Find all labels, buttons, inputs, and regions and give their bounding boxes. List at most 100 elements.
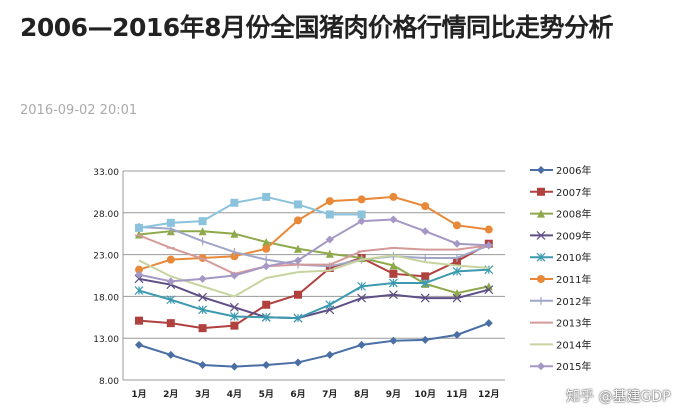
data-point <box>262 360 271 369</box>
x-tick-label: 9月 <box>386 389 401 400</box>
series-line <box>138 195 362 229</box>
data-point <box>198 274 207 283</box>
data-point <box>325 249 334 258</box>
data-point <box>135 340 143 349</box>
series-line <box>138 218 489 283</box>
legend-marker <box>536 252 546 262</box>
x-tick-label: 1月 <box>131 389 146 400</box>
data-point <box>293 313 303 323</box>
data-point <box>421 335 430 344</box>
legend-marker <box>536 230 546 240</box>
data-point <box>166 350 175 359</box>
x-tick-label: 3月 <box>195 389 210 400</box>
legend-label: 2015年 <box>556 360 591 373</box>
data-point <box>453 289 461 298</box>
data-point <box>198 305 208 315</box>
data-point <box>453 221 461 230</box>
data-point <box>357 217 366 226</box>
data-point <box>388 278 398 288</box>
data-point <box>484 225 493 234</box>
data-point <box>325 210 334 219</box>
publish-date: 2016-09-02 20:01 <box>20 103 138 118</box>
data-point <box>294 200 302 209</box>
data-point <box>262 300 271 309</box>
data-point <box>229 312 239 321</box>
data-point <box>166 255 175 264</box>
data-point <box>135 316 143 325</box>
data-point <box>421 202 430 211</box>
legend-label: 2011年 <box>556 273 591 286</box>
article-title: 2006—2016年8月份全国猪肉价格行情同比走势分析 <box>20 13 614 42</box>
series-line <box>138 277 490 320</box>
data-point <box>262 244 271 253</box>
x-tick-label: 8月 <box>354 389 369 400</box>
data-point <box>166 319 175 328</box>
series-line <box>138 230 490 295</box>
data-point <box>453 239 461 248</box>
x-tick-label: 10月 <box>414 389 436 400</box>
data-point <box>230 271 239 280</box>
legend-label: 2012年 <box>556 295 591 308</box>
data-point <box>325 235 334 244</box>
watermark: 知乎 @基建GDP <box>566 389 671 405</box>
data-point <box>357 195 366 204</box>
legend-label: 2007年 <box>556 186 591 199</box>
data-point <box>261 312 271 322</box>
data-point <box>388 290 398 300</box>
series-line <box>138 268 489 320</box>
data-point <box>294 358 302 367</box>
data-point <box>166 218 175 227</box>
data-point <box>198 324 207 333</box>
data-point <box>420 278 430 288</box>
data-point <box>198 227 207 236</box>
data-point <box>421 227 430 236</box>
data-point <box>198 292 208 302</box>
pork-price-chart: 8.00 13.00 18.00 23.00 28.00 33.00 1月 2月 3月 4月 5月 6… <box>93 150 680 419</box>
data-point <box>452 293 462 303</box>
chart-background <box>100 150 680 419</box>
legend-label: 2008年 <box>556 208 591 221</box>
data-point <box>325 350 334 359</box>
data-point <box>230 229 239 238</box>
data-point <box>452 266 462 276</box>
y-tick-label: 33.00 <box>93 168 119 178</box>
legend-label: 2014年 <box>556 338 591 351</box>
y-tick-label: 18.00 <box>93 293 119 303</box>
legend-label: 2006年 <box>556 164 591 177</box>
legend-marker <box>537 209 545 218</box>
data-point <box>166 277 175 286</box>
y-tick-label: 13.00 <box>93 335 119 345</box>
data-point <box>420 293 430 303</box>
x-tick-label: 5月 <box>259 389 274 400</box>
data-point <box>135 223 143 232</box>
legend-marker <box>537 187 545 196</box>
x-tick-label: 4月 <box>227 389 242 400</box>
data-point <box>357 340 366 349</box>
data-point <box>389 261 398 270</box>
data-point <box>262 262 271 271</box>
data-point <box>166 295 176 305</box>
legend-label: 2010年 <box>556 251 591 264</box>
data-point <box>389 269 398 278</box>
y-tick-label: 23.00 <box>93 252 119 262</box>
data-point <box>262 192 271 201</box>
legend-label: 2013年 <box>556 317 591 330</box>
data-point <box>357 281 367 291</box>
data-point <box>262 238 271 247</box>
data-point <box>134 286 144 295</box>
legend-label: 2009年 <box>556 229 591 242</box>
data-point <box>230 252 239 261</box>
data-point <box>389 215 398 224</box>
series-line <box>138 195 489 271</box>
data-point <box>294 244 302 253</box>
data-point <box>484 285 494 295</box>
x-tick-label: 12月 <box>478 389 500 400</box>
y-tick-label: 28.00 <box>93 210 119 220</box>
data-point <box>198 217 207 226</box>
data-point <box>484 319 493 328</box>
data-point <box>294 290 302 299</box>
data-point <box>325 300 335 310</box>
data-point <box>294 216 302 225</box>
data-point <box>389 336 398 345</box>
y-tick-label: 8.00 <box>99 377 119 387</box>
